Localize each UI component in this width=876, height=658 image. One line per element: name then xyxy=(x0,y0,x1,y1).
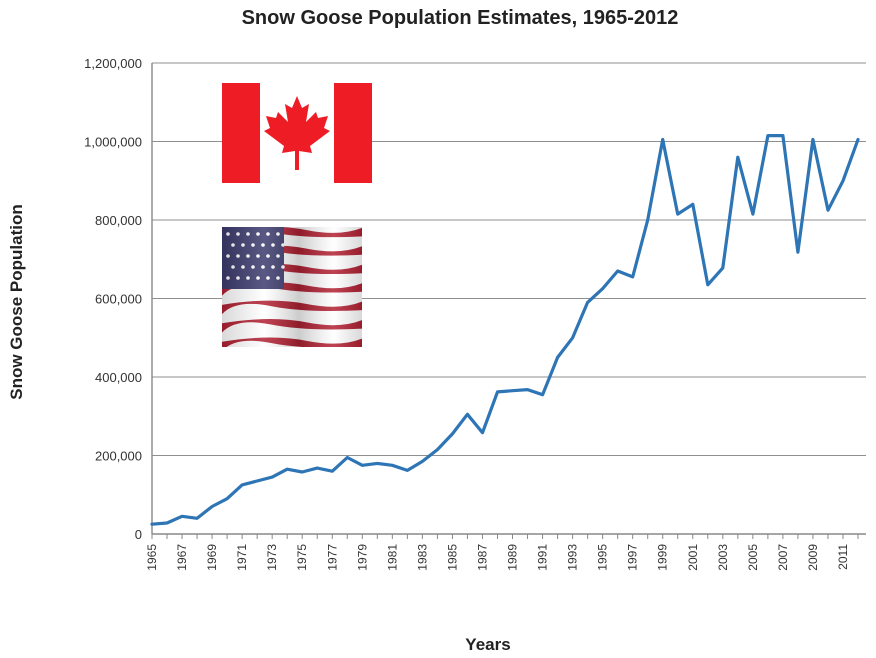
x-tick-label: 1999 xyxy=(656,544,670,571)
chart-title: Snow Goose Population Estimates, 1965-20… xyxy=(242,7,679,29)
x-tick-label: 2007 xyxy=(776,544,790,571)
x-tick-label: 1993 xyxy=(566,544,580,571)
x-tick-label: 2001 xyxy=(686,544,700,571)
canada-flag-icon xyxy=(222,83,372,183)
x-tick-label: 1967 xyxy=(175,544,189,571)
x-tick-label: 1981 xyxy=(385,544,399,571)
y-tick-label: 600,000 xyxy=(95,292,142,307)
x-tick-label: 1989 xyxy=(506,544,520,571)
x-axis-label: Years xyxy=(465,635,510,654)
x-tick-labels: 1965 1967 1969 1971 1973 1975 1977 1979 1981 1983… xyxy=(145,544,850,571)
y-tick-label: 800,000 xyxy=(95,213,142,228)
x-tick-label: 2009 xyxy=(806,544,820,571)
x-tick-label: 1975 xyxy=(295,544,309,571)
x-tick-label: 1991 xyxy=(536,544,550,571)
x-tick-label: 1995 xyxy=(596,544,610,571)
y-tick-label: 200,000 xyxy=(95,449,142,464)
x-tick-label: 1965 xyxy=(145,544,159,571)
x-tick-label: 2005 xyxy=(746,544,760,571)
x-tick-label: 2003 xyxy=(716,544,730,571)
y-tick-label: 0 xyxy=(135,527,142,542)
x-tick-label: 1971 xyxy=(235,544,249,571)
x-tick-label: 1985 xyxy=(445,544,459,571)
x-tick-label: 1997 xyxy=(626,544,640,571)
x-tick-label: 1987 xyxy=(475,544,489,571)
maple-leaf-icon xyxy=(264,96,330,170)
y-tick-labels: 0 200,000 400,000 600,000 800,000 1,000,000 1,… xyxy=(84,56,142,542)
y-tick-label: 1,200,000 xyxy=(84,56,142,71)
canada-flag-left-bar xyxy=(222,83,260,183)
x-tick-label: 1973 xyxy=(265,544,279,571)
y-tick-label: 400,000 xyxy=(95,370,142,385)
series-line xyxy=(150,134,860,526)
x-tick-label: 2011 xyxy=(836,544,850,570)
x-tick-label: 1983 xyxy=(415,544,429,571)
usa-flag-icon xyxy=(222,227,362,347)
y-tick-label: 1,000,000 xyxy=(84,135,142,150)
x-tick-label: 1969 xyxy=(205,544,219,571)
x-tick-label: 1977 xyxy=(325,544,339,571)
canada-flag-right-bar xyxy=(334,83,372,183)
y-axis-label: Snow Goose Population xyxy=(7,204,26,400)
x-tick-label: 1979 xyxy=(355,544,369,571)
